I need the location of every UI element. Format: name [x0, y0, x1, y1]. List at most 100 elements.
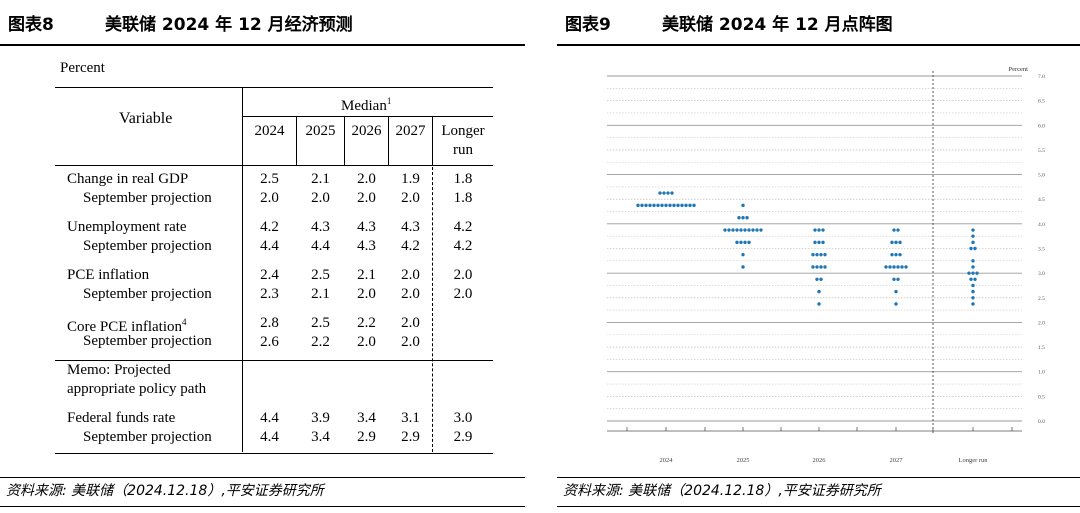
dot-point	[735, 228, 739, 232]
dot-point	[823, 265, 827, 269]
cell-value: 4.2	[260, 219, 279, 235]
dot-point	[747, 228, 751, 232]
right-figure-header: 图表9 美联储 2024 年 12 月点阵图	[557, 10, 1080, 46]
y-tick-label: 4.0	[1038, 222, 1045, 228]
table-divider	[388, 116, 389, 165]
cell-value: 2.0	[357, 171, 376, 187]
dot-point	[662, 191, 666, 195]
y-tick-label: 1.5	[1038, 345, 1045, 351]
dot-point	[739, 228, 743, 232]
dot-point	[819, 265, 823, 269]
cell-value: 4.2	[401, 238, 420, 254]
y-tick-label: 3.5	[1038, 247, 1045, 253]
cell-value: 2.0	[401, 315, 420, 331]
cell-value: 1.9	[401, 171, 420, 187]
row-sept-label: September projection	[83, 429, 212, 445]
dot-point	[971, 234, 975, 238]
y-tick-label: 5.0	[1038, 173, 1045, 179]
cell-value: 2.0	[311, 190, 330, 206]
dot-point	[896, 228, 900, 232]
dot-point	[892, 265, 896, 269]
dot-point	[819, 252, 823, 257]
dot-point	[971, 283, 975, 288]
cell-value: 2.2	[311, 334, 330, 350]
dot-point	[888, 265, 892, 269]
dot-point	[821, 228, 825, 232]
dot-point	[969, 246, 973, 251]
longer-run-header: Longer	[441, 123, 485, 139]
dot-point	[811, 265, 815, 269]
dot-point	[755, 228, 759, 232]
memo-label: appropriate policy path	[67, 381, 207, 397]
cell-value: 3.4	[311, 429, 330, 445]
table-dashed-divider	[432, 167, 433, 452]
row-sept-label: September projection	[83, 238, 212, 254]
dot-point	[680, 203, 684, 208]
figure-source: 资料来源: 美联储（2024.12.18）,平安证券研究所	[0, 477, 525, 507]
dot-point	[727, 228, 731, 232]
dot-point	[892, 228, 896, 232]
dot-point	[741, 215, 745, 220]
variable-header: Variable	[119, 110, 173, 127]
row-sept-label: September projection	[83, 190, 212, 206]
dot-point	[670, 191, 674, 195]
y-tick-label: 6.5	[1038, 99, 1045, 105]
cell-value: 4.4	[311, 238, 330, 254]
y-tick-label: 4.5	[1038, 197, 1045, 203]
cell-value: 4.3	[357, 238, 376, 254]
row-label: Unemployment rate	[67, 219, 187, 235]
row-label: PCE inflation	[67, 267, 150, 283]
dot-point	[973, 246, 977, 251]
dot-point	[658, 191, 662, 195]
y-tick-label: 3.0	[1038, 271, 1045, 277]
x-tick-label: 2024	[660, 457, 674, 464]
dot-plot-chart: 0.0 0.5 1.0 1.5 2.0 2.5 3.0 3.5 4.0 4.5 5.0 5.5 6.0 6…	[607, 66, 1045, 464]
cell-value: 2.8	[260, 315, 279, 331]
dot-point	[684, 203, 688, 208]
cell-value: 1.8	[453, 190, 473, 206]
cell-value: 1.8	[453, 171, 473, 187]
dot-point	[894, 252, 898, 257]
left-figure: 图表8 美联储 2024 年 12 月经济预测 Percent Variable…	[0, 0, 525, 513]
year-header: 2027	[395, 123, 426, 139]
cell-value: 4.3	[401, 219, 420, 235]
dot-point	[660, 203, 664, 208]
y-tick-label: 2.0	[1038, 320, 1045, 326]
dot-point	[813, 240, 817, 245]
dot-point	[971, 259, 975, 263]
dot-point	[741, 252, 745, 257]
y-tick-label: 0.0	[1038, 419, 1045, 425]
y-tick-label: 6.0	[1038, 123, 1045, 129]
dot-point	[692, 203, 696, 208]
dot-point	[821, 240, 825, 245]
dot-point	[971, 296, 975, 300]
cell-value: 2.0	[401, 334, 420, 350]
dot-point	[890, 252, 894, 257]
figure-source: 资料来源: 美联储（2024.12.18）,平安证券研究所	[557, 477, 1080, 507]
dot-point	[971, 265, 975, 269]
dot-point	[811, 252, 815, 257]
cell-value: 3.0	[453, 410, 473, 426]
dot-point	[751, 228, 755, 232]
cell-value: 4.2	[453, 219, 473, 235]
dot-point	[892, 277, 896, 282]
figure-label: 图表9	[565, 15, 611, 35]
dot-point	[745, 215, 749, 220]
dot-point	[743, 240, 747, 245]
dot-point	[688, 203, 692, 208]
longer-run-header: run	[453, 142, 473, 158]
dot-point	[723, 228, 727, 232]
dot-point	[648, 203, 652, 208]
table-divider	[344, 116, 345, 165]
cell-value: 3.4	[357, 410, 376, 426]
cell-value: 2.5	[311, 315, 330, 331]
dot-point	[823, 252, 827, 257]
dot-point	[664, 203, 668, 208]
dot-point	[890, 240, 894, 245]
dot-point	[739, 240, 743, 245]
row-sept-label: September projection	[83, 286, 212, 302]
dot-point	[636, 203, 640, 208]
dot-point	[817, 289, 821, 294]
dot-point	[817, 228, 821, 232]
row-label: Change in real GDP	[67, 171, 189, 187]
